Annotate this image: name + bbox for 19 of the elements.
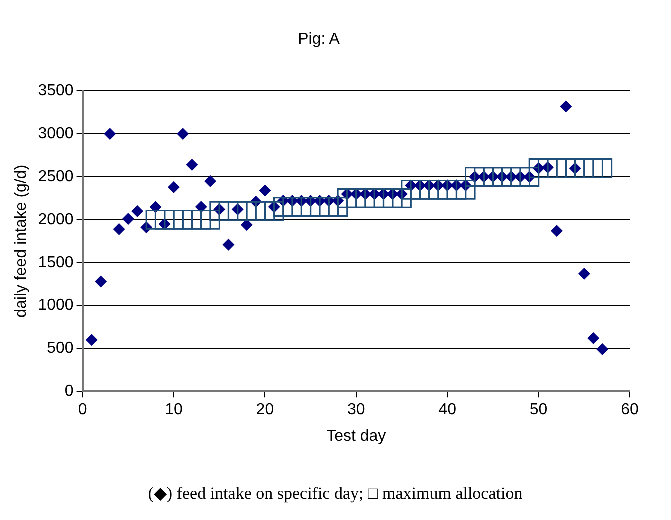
y-tick-label: 1000 — [38, 297, 74, 314]
x-tick-label: 60 — [621, 402, 639, 419]
text: (◆) feed intake on specific day; □ maximum allocation — [147, 483, 524, 504]
y-tick-label: 3000 — [38, 126, 74, 143]
y-tick-label: 2000 — [38, 211, 74, 228]
x-axis-title: Test day — [326, 428, 386, 445]
x-tick-label: 50 — [530, 402, 548, 419]
y-tick-label: 500 — [47, 340, 74, 358]
y-tick-label: 2500 — [38, 168, 74, 186]
y-tick-label: 0 — [64, 383, 74, 400]
x-tick-label: 30 — [348, 402, 366, 419]
x-tick-label: 20 — [256, 402, 274, 419]
x-tick-label: 40 — [438, 402, 457, 419]
y-tick-label: 1500 — [38, 254, 74, 272]
x-tick-label: 0 — [78, 402, 88, 419]
y-tick-label: 3500 — [38, 82, 74, 100]
chart-title: Pig: A — [298, 31, 340, 48]
y-axis-title: daily feed intake (g/d) — [13, 164, 30, 318]
x-tick-label: 10 — [165, 402, 183, 419]
